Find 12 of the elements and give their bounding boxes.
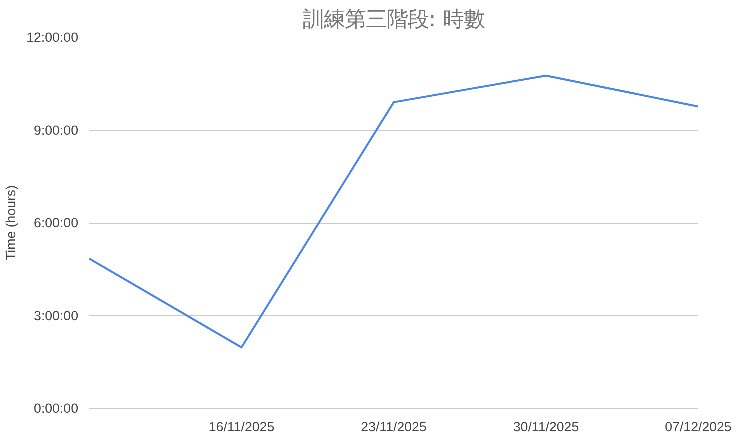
y-tick-label: 12:00:00	[26, 30, 79, 45]
chart-title: 訓練第三階段: 時數	[303, 8, 485, 32]
y-tick-label: 0:00:00	[34, 401, 78, 416]
y-tick-label: 3:00:00	[34, 308, 78, 324]
y-tick-label: 6:00:00	[34, 216, 78, 230]
line-series	[90, 74, 698, 349]
x-tick-label: 23/11/2025	[361, 420, 427, 434]
y-tick-label: 9:00:00	[34, 122, 78, 138]
x-tick-label: 30/11/2025	[513, 420, 580, 434]
x-tick-label: 07/12/2025	[665, 420, 732, 434]
y-axis-title: Time (hours)	[4, 185, 19, 261]
x-tick-label: 16/11/2025	[208, 420, 275, 434]
